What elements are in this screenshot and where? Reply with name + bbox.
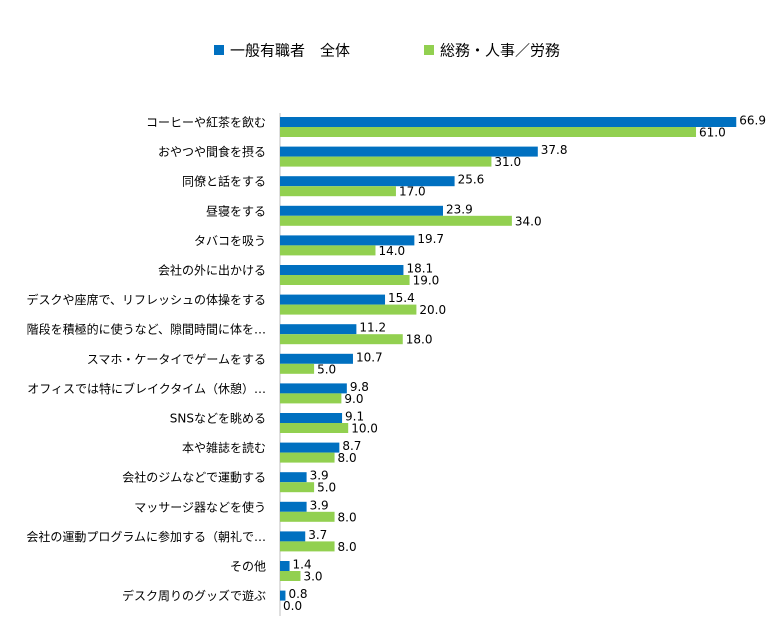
value-label: 9.0	[344, 392, 363, 406]
category-label: デスク周りのグッズで遊ぶ	[122, 588, 266, 603]
bar	[280, 452, 335, 463]
bar	[280, 146, 538, 157]
category-label: 会社の運動プログラムに参加する（朝礼で…	[26, 529, 266, 544]
value-label: 14.0	[378, 244, 405, 258]
value-label: 8.0	[338, 510, 357, 524]
legend-label: 一般有職者 全体	[230, 42, 350, 60]
value-label: 23.9	[446, 202, 473, 216]
bar	[280, 215, 512, 226]
value-label: 20.0	[419, 303, 446, 317]
bar	[280, 413, 343, 423]
value-label: 8.0	[338, 451, 357, 465]
category-label: おやつや間食を摂る	[158, 144, 266, 159]
category-label: 本や雑誌を読む	[182, 440, 266, 455]
value-label: 18.1	[406, 262, 433, 276]
bar	[280, 117, 737, 127]
category-label: コーヒーや紅茶を飲む	[146, 115, 266, 130]
bar	[280, 501, 307, 512]
bar	[280, 186, 396, 197]
bar	[280, 127, 697, 137]
bar	[280, 353, 353, 364]
legend-swatch	[214, 45, 224, 55]
value-label: 8.7	[342, 439, 361, 453]
bar	[280, 383, 347, 394]
category-label: スマホ・ケータイでゲームをする	[87, 352, 266, 366]
bar	[280, 590, 286, 601]
value-label: 9.1	[345, 410, 364, 424]
category-label: オフィスでは特にブレイクタイム（休憩）…	[27, 381, 266, 396]
bar	[280, 511, 335, 522]
bar	[280, 423, 349, 433]
legend-swatch	[424, 45, 434, 55]
bar	[280, 205, 443, 216]
value-label: 0.0	[283, 599, 302, 613]
category-label: SNSなどを眺める	[170, 412, 266, 426]
value-label: 3.0	[303, 570, 322, 584]
bar	[280, 265, 404, 275]
category-label: 会社のジムなどで運動する	[122, 470, 266, 485]
bar	[280, 235, 415, 246]
category-label: 同僚と話をする	[182, 174, 266, 189]
category-label: タバコを吸う	[194, 234, 266, 248]
category-label: その他	[230, 560, 266, 574]
value-label: 17.0	[399, 185, 426, 199]
value-label: 34.0	[515, 214, 542, 228]
bar	[280, 156, 492, 167]
category-label: 会社の外に出かける	[158, 263, 266, 278]
bar	[280, 304, 417, 315]
value-label: 3.7	[308, 528, 327, 542]
value-label: 15.4	[388, 291, 415, 305]
bar	[280, 531, 306, 542]
bar	[280, 275, 410, 285]
value-label: 0.8	[288, 587, 307, 601]
bar	[280, 472, 307, 483]
value-label: 31.0	[494, 155, 521, 169]
value-label: 11.2	[359, 321, 386, 335]
bar	[280, 571, 301, 581]
bar	[280, 334, 403, 345]
value-label: 3.9	[310, 469, 329, 483]
bar	[280, 442, 340, 453]
bar	[280, 393, 342, 404]
value-label: 5.0	[317, 362, 336, 376]
legend-label: 総務・人事／労務	[440, 42, 560, 60]
category-label: デスクや座席で、リフレッシュの体操をする	[26, 292, 266, 307]
value-label: 25.6	[458, 173, 485, 187]
bar	[280, 363, 315, 374]
value-label: 19.0	[413, 274, 440, 288]
value-label: 5.0	[317, 481, 336, 495]
value-label: 1.4	[293, 558, 312, 572]
value-label: 10.0	[351, 422, 378, 436]
value-label: 10.7	[356, 350, 383, 364]
bar	[280, 176, 455, 187]
bar	[280, 482, 315, 493]
value-label: 19.7	[417, 232, 444, 246]
bar	[280, 294, 386, 305]
category-label: 階段を積極的に使うなど、隙間時間に体を…	[27, 322, 266, 337]
bar	[280, 324, 357, 335]
value-label: 37.8	[541, 143, 568, 157]
bar	[280, 561, 290, 571]
value-label: 9.8	[350, 380, 369, 394]
value-label: 3.9	[310, 498, 329, 512]
bar	[280, 541, 335, 552]
value-label: 8.0	[338, 540, 357, 554]
value-label: 61.0	[699, 126, 726, 140]
value-label: 18.0	[406, 333, 433, 347]
bar	[280, 245, 376, 256]
category-label: 昼寝をする	[206, 203, 266, 218]
category-label: マッサージ器などを使う	[134, 499, 266, 514]
value-label: 66.9	[739, 114, 766, 128]
